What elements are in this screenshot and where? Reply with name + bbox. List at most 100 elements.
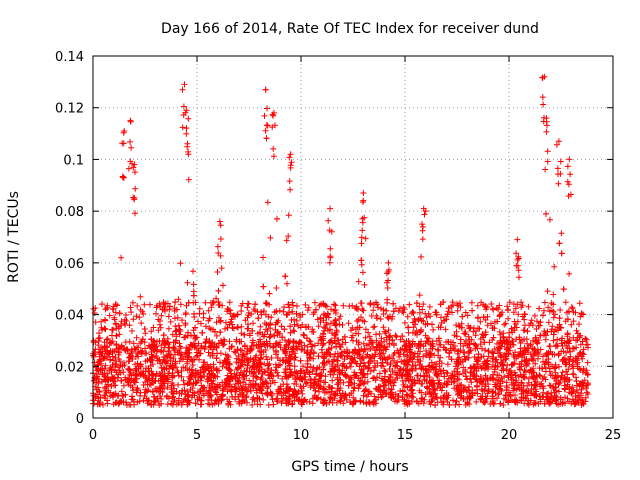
data-point	[488, 301, 495, 307]
data-point	[370, 367, 377, 374]
y-tick-label: 0.14	[55, 50, 84, 65]
data-point	[573, 382, 580, 389]
data-point	[384, 314, 391, 321]
data-point	[569, 305, 576, 312]
data-point	[133, 334, 140, 341]
data-point	[226, 299, 233, 306]
data-point	[378, 335, 385, 342]
data-point	[169, 331, 176, 338]
data-point	[208, 304, 215, 311]
data-point	[147, 301, 153, 308]
data-point	[566, 270, 573, 277]
data-point	[99, 378, 105, 385]
data-point	[171, 315, 178, 322]
data-point	[206, 371, 213, 378]
data-point	[177, 260, 184, 267]
data-point	[488, 320, 494, 327]
data-point	[112, 301, 119, 308]
data-point	[580, 401, 587, 407]
x-axis-label: GPS time / hours	[291, 459, 408, 475]
data-point	[327, 320, 334, 327]
data-point	[213, 319, 220, 326]
data-point	[559, 369, 566, 376]
data-point	[309, 368, 316, 375]
data-point	[153, 310, 159, 317]
data-point	[148, 328, 155, 335]
data-point	[205, 349, 212, 356]
data-point	[307, 338, 314, 345]
data-point	[264, 199, 271, 206]
data-point	[577, 341, 584, 348]
data-point	[449, 309, 455, 316]
data-point	[385, 315, 392, 322]
data-point	[181, 381, 188, 388]
data-point	[537, 332, 544, 339]
data-point	[514, 256, 521, 263]
y-tick-label: 0.06	[55, 257, 84, 272]
data-point	[120, 382, 127, 389]
data-point	[310, 311, 317, 318]
y-tick-label: 0.08	[55, 205, 84, 220]
data-point	[477, 318, 484, 325]
data-point	[503, 383, 510, 389]
data-point	[112, 354, 119, 361]
data-point	[550, 314, 557, 321]
data-point	[175, 369, 182, 376]
data-point	[315, 323, 322, 330]
data-point	[537, 373, 543, 379]
data-point	[289, 299, 296, 306]
data-point	[227, 310, 234, 317]
data-point	[416, 292, 423, 299]
data-point	[103, 354, 110, 361]
data-point	[230, 312, 237, 319]
data-point	[222, 319, 229, 326]
data-point	[418, 253, 425, 260]
data-point	[241, 367, 248, 374]
data-point	[498, 375, 505, 382]
data-point	[291, 328, 298, 335]
data-point	[138, 320, 145, 327]
data-point	[257, 376, 264, 383]
data-point	[267, 333, 274, 340]
data-point	[569, 370, 576, 377]
data-point	[135, 344, 142, 351]
data-point	[301, 332, 308, 339]
data-point	[133, 313, 140, 320]
data-point	[98, 318, 105, 325]
data-point	[573, 327, 580, 334]
data-point	[130, 340, 137, 347]
data-point	[580, 346, 587, 353]
data-point	[334, 357, 341, 364]
data-point	[176, 340, 183, 347]
y-tick-label: 0.02	[55, 360, 84, 375]
data-point	[452, 401, 459, 408]
data-point	[129, 384, 136, 391]
data-point	[362, 235, 369, 242]
data-point	[299, 346, 306, 353]
data-point	[300, 363, 306, 370]
data-point	[556, 388, 562, 395]
data-point	[103, 336, 110, 343]
data-point	[345, 320, 352, 327]
data-point	[361, 281, 368, 288]
data-point	[134, 302, 141, 309]
data-point	[96, 330, 102, 337]
y-tick-label: 0	[76, 412, 84, 427]
data-point	[512, 305, 519, 312]
data-point	[416, 309, 423, 316]
data-point	[266, 334, 273, 341]
data-point	[178, 373, 185, 380]
data-point	[576, 321, 582, 328]
data-point	[130, 316, 137, 323]
y-axis-label: ROTI / TECUs	[6, 191, 22, 283]
data-point	[376, 330, 383, 337]
data-point	[551, 263, 558, 270]
data-point	[222, 325, 228, 332]
data-point	[165, 313, 172, 320]
data-point	[369, 375, 376, 382]
data-point	[198, 320, 204, 327]
data-point	[175, 296, 182, 303]
data-point	[302, 301, 309, 308]
